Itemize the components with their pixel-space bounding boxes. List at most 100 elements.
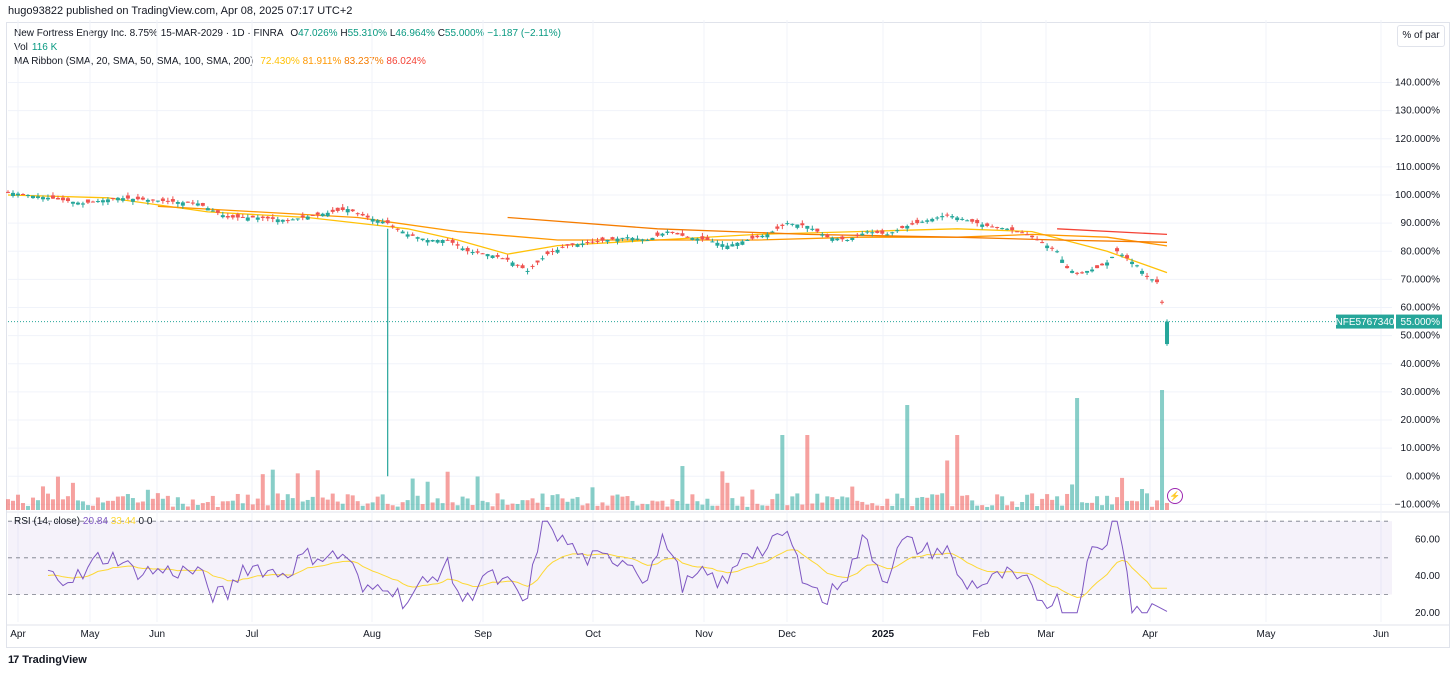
candle-body: [715, 242, 720, 246]
volume-bar: [1120, 477, 1125, 510]
candle-body: [935, 217, 940, 219]
volume-bar: [990, 505, 995, 510]
candle-body: [750, 235, 755, 239]
candle-body: [1075, 272, 1080, 274]
volume-bar: [95, 497, 100, 510]
legend-volume-row[interactable]: Vol 116 K: [14, 41, 561, 55]
candle-body: [50, 195, 55, 199]
time-tick-label: Dec: [778, 629, 796, 640]
volume-bar: [160, 498, 165, 510]
candle-body: [610, 237, 615, 240]
volume-bar: [680, 466, 685, 510]
candle-body: [575, 244, 580, 247]
time-tick-label: May: [1257, 629, 1276, 640]
candle-body: [890, 232, 895, 234]
symbol-name[interactable]: New Fortress Energy Inc. 8.75% 15-MAR-20…: [14, 28, 284, 39]
rsi-legend[interactable]: RSI (14, close) 20.84 33.44 0 0: [14, 516, 152, 527]
volume-bar: [405, 500, 410, 510]
volume-bar: [860, 501, 865, 510]
volume-bar: [665, 506, 670, 510]
volume-bar: [230, 500, 235, 510]
tradingview-brand[interactable]: 17 TradingView: [8, 654, 87, 666]
candle-body: [410, 234, 415, 236]
candle-body: [840, 236, 845, 240]
publish-line: hugo93822 published on TradingView.com, …: [8, 5, 353, 17]
candle-body: [155, 200, 160, 202]
candle-body: [620, 237, 625, 239]
volume-bar: [650, 500, 655, 510]
open-label: O: [290, 28, 299, 39]
candle-body: [385, 220, 390, 224]
volume-bar: [915, 497, 920, 510]
volume-bar: [575, 497, 580, 510]
candle-body: [1020, 232, 1025, 234]
candle-body: [65, 198, 70, 202]
candle-body: [660, 233, 665, 236]
candle-body: [10, 192, 15, 196]
candle-body: [445, 239, 450, 241]
volume-bar: [35, 500, 40, 510]
legend-price-row[interactable]: New Fortress Energy Inc. 8.75% 15-MAR-20…: [14, 27, 561, 41]
candle-body: [165, 200, 170, 202]
candle-body: [130, 198, 135, 202]
candle-body: [485, 254, 490, 257]
candle-body: [515, 264, 520, 266]
ma-line: [157, 205, 1168, 247]
candle-body: [1005, 228, 1010, 230]
volume-bar: [1125, 501, 1130, 510]
candle-body: [175, 202, 180, 204]
candle-body: [640, 239, 645, 241]
candle-body: [1135, 265, 1140, 267]
scale-button[interactable]: % of par: [1397, 25, 1445, 47]
volume-bar: [1000, 496, 1005, 510]
candle-body: [995, 227, 1000, 229]
price-tick-label: 10.000%: [1401, 443, 1441, 454]
volume-bar: [970, 500, 975, 510]
candle-body: [55, 197, 60, 200]
candle-body: [340, 207, 345, 210]
candle-body: [510, 262, 515, 266]
candle-body: [280, 219, 285, 222]
candle-body: [1100, 263, 1105, 266]
volume-bar: [925, 497, 930, 510]
rsi-value: 20.84: [82, 516, 108, 527]
volume-bar: [205, 502, 210, 510]
price-tag-symbol: NFE5767340: [1336, 317, 1395, 328]
volume-bar: [415, 495, 420, 510]
volume-bar: [865, 504, 870, 510]
time-tick-label: Aug: [363, 629, 381, 640]
candle-body: [30, 195, 35, 199]
volume-bar: [1030, 493, 1035, 510]
legend-ma-row[interactable]: MA Ribbon (SMA, 20, SMA, 50, SMA, 100, S…: [14, 55, 561, 69]
price-tick-label: 110.000%: [1396, 162, 1440, 173]
candle-body: [375, 220, 380, 223]
flash-icon[interactable]: ⚡: [1167, 488, 1183, 504]
candle-body: [875, 230, 880, 233]
candle-body: [315, 212, 320, 215]
volume-bar: [810, 503, 815, 510]
price-tick-label: 140.000%: [1395, 78, 1440, 89]
volume-bar: [270, 469, 275, 510]
volume-bar: [310, 496, 315, 510]
candle-body: [285, 220, 290, 222]
volume-bar: [750, 489, 755, 510]
volume-bar: [540, 493, 545, 510]
price-tick-label: 80.000%: [1401, 246, 1441, 257]
candle-body: [365, 215, 370, 218]
close-value: 55.000%: [444, 28, 485, 39]
volume-bar: [250, 504, 255, 510]
volume-bar: [420, 504, 425, 510]
candle-body: [1035, 239, 1040, 241]
candle-body: [710, 241, 715, 243]
volume-bar: [890, 505, 895, 510]
volume-bar: [660, 500, 665, 510]
candle-body: [305, 216, 310, 220]
volume-bar: [955, 435, 960, 510]
candle-body: [275, 219, 280, 223]
volume-bar: [905, 405, 910, 510]
candle-body: [600, 237, 605, 241]
candle-body: [960, 218, 965, 220]
volume-bar: [895, 493, 900, 510]
volume-bar: [1105, 495, 1110, 510]
